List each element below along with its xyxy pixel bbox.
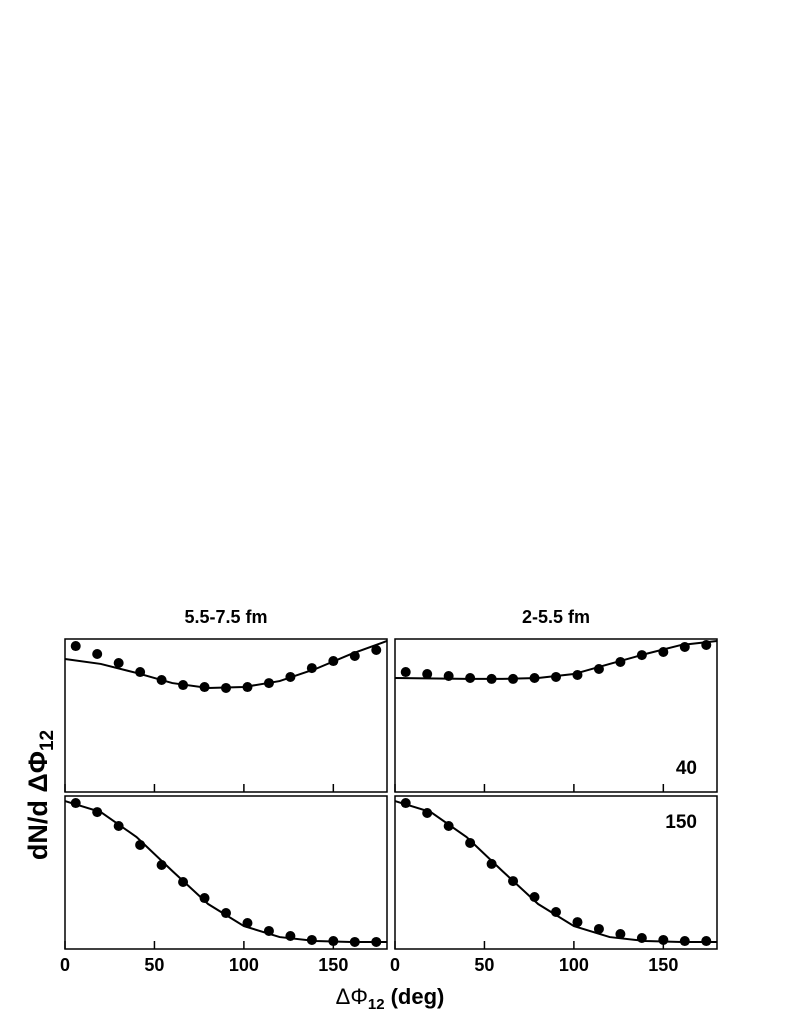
x-tick-label: 0 [390,955,400,975]
x-tick-label: 50 [144,955,164,975]
data-point [465,837,476,848]
y-label-sub: 12 [37,730,58,751]
panel-frame [394,795,718,950]
x-tick-label: 100 [559,955,589,975]
data-point [113,658,124,669]
data-point [593,923,604,934]
data-point [400,667,411,678]
data-point [70,641,81,652]
x-tick-label: 150 [318,955,348,975]
x-label-text: ΔΦ [336,984,368,1009]
data-point [371,645,382,656]
panel-annotation: 40 [676,758,697,779]
panel-annotation: 150 [665,812,697,833]
x-tick-label: 150 [648,955,678,975]
data-point [92,648,103,659]
x-axis-label: ΔΦ12 (deg) [336,984,445,1013]
x-tick-label: 50 [474,955,494,975]
x-tick-label: 100 [229,955,259,975]
data-point [486,858,497,869]
panel-title: 5.5-7.5 fm [184,607,267,627]
data-point [615,929,626,940]
x-label-unit: (deg) [391,984,445,1009]
panel-frame [394,638,718,793]
fit-line [394,800,717,943]
panel-frame [64,638,388,793]
y-label-text: dN/d ΔΦ [23,751,53,860]
data-point [572,917,583,928]
panel-frame [64,795,388,950]
fit-line [64,800,387,943]
x-tick-label: 0 [60,955,70,975]
data-point [422,669,433,680]
panel-title: 2-5.5 fm [522,607,590,627]
y-axis-label: dN/d ΔΦ12 [23,730,58,860]
fit-line [394,639,718,680]
x-label-sub: 12 [368,996,385,1013]
fit-line [64,640,388,689]
data-point [658,934,669,945]
data-point [199,893,210,904]
